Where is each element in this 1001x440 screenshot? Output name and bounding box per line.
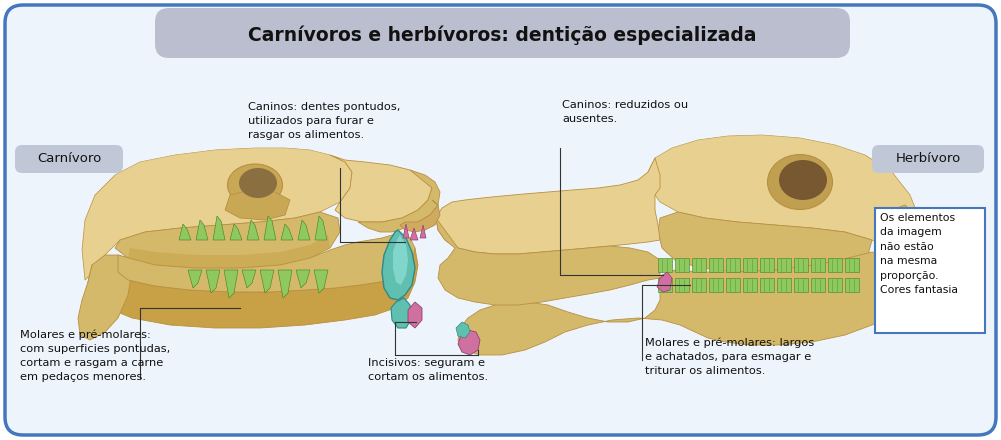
Text: Caninos: dentes pontudos,
utilizados para furar e
rasgar os alimentos.: Caninos: dentes pontudos, utilizados par… xyxy=(248,102,400,140)
Polygon shape xyxy=(278,270,292,298)
Polygon shape xyxy=(811,278,825,292)
Polygon shape xyxy=(400,200,440,232)
Polygon shape xyxy=(391,298,412,328)
Polygon shape xyxy=(458,252,912,355)
Polygon shape xyxy=(456,322,470,338)
Polygon shape xyxy=(115,212,340,268)
Ellipse shape xyxy=(239,168,277,198)
Polygon shape xyxy=(206,270,220,293)
Polygon shape xyxy=(845,258,859,272)
Polygon shape xyxy=(743,278,757,292)
FancyBboxPatch shape xyxy=(872,145,984,173)
FancyBboxPatch shape xyxy=(155,8,850,58)
Polygon shape xyxy=(296,270,310,288)
Text: Incisivos: seguram e
cortam os alimentos.: Incisivos: seguram e cortam os alimentos… xyxy=(368,358,488,382)
Text: Carnívoros e herbívoros: dentição especializada: Carnívoros e herbívoros: dentição especi… xyxy=(248,25,756,45)
Text: Herbívoro: Herbívoro xyxy=(895,153,961,165)
Polygon shape xyxy=(658,278,672,292)
Polygon shape xyxy=(726,278,740,292)
Polygon shape xyxy=(709,278,723,292)
Polygon shape xyxy=(225,190,290,220)
Polygon shape xyxy=(196,220,208,240)
Text: Os elementos
da imagem
não estão
na mesma
proporção.
Cores fantasia: Os elementos da imagem não estão na mesm… xyxy=(880,213,958,295)
Ellipse shape xyxy=(227,164,282,206)
Polygon shape xyxy=(675,278,689,292)
Polygon shape xyxy=(828,278,842,292)
Polygon shape xyxy=(458,330,480,355)
Polygon shape xyxy=(281,224,293,240)
Polygon shape xyxy=(393,235,408,285)
Polygon shape xyxy=(88,248,418,328)
Polygon shape xyxy=(655,135,865,182)
Polygon shape xyxy=(726,258,740,272)
Polygon shape xyxy=(777,258,791,272)
Polygon shape xyxy=(743,258,757,272)
FancyBboxPatch shape xyxy=(15,145,123,173)
Polygon shape xyxy=(382,230,415,300)
Polygon shape xyxy=(675,258,689,272)
Polygon shape xyxy=(358,170,440,232)
Polygon shape xyxy=(242,270,256,288)
Text: Carnívoro: Carnívoro xyxy=(37,153,101,165)
Polygon shape xyxy=(115,148,345,195)
Polygon shape xyxy=(128,235,330,268)
Polygon shape xyxy=(314,270,328,293)
Polygon shape xyxy=(657,272,672,292)
Polygon shape xyxy=(298,220,310,240)
Polygon shape xyxy=(658,258,672,272)
Polygon shape xyxy=(794,258,808,272)
Polygon shape xyxy=(82,148,352,280)
FancyBboxPatch shape xyxy=(875,208,985,333)
Polygon shape xyxy=(78,255,132,340)
Polygon shape xyxy=(260,270,274,293)
Polygon shape xyxy=(811,258,825,272)
Text: Caninos: reduzidos ou
ausentes.: Caninos: reduzidos ou ausentes. xyxy=(562,100,688,124)
Polygon shape xyxy=(213,216,225,240)
Polygon shape xyxy=(230,224,242,240)
Polygon shape xyxy=(828,258,842,272)
Polygon shape xyxy=(179,224,191,240)
FancyBboxPatch shape xyxy=(5,5,996,435)
Polygon shape xyxy=(648,135,922,272)
Polygon shape xyxy=(845,278,859,292)
Polygon shape xyxy=(264,216,276,240)
Polygon shape xyxy=(403,224,409,238)
Polygon shape xyxy=(330,155,432,222)
Polygon shape xyxy=(692,278,706,292)
Ellipse shape xyxy=(779,160,827,200)
Polygon shape xyxy=(315,216,327,240)
Polygon shape xyxy=(436,158,660,254)
Polygon shape xyxy=(709,258,723,272)
Polygon shape xyxy=(760,258,774,272)
Polygon shape xyxy=(794,278,808,292)
Polygon shape xyxy=(410,228,418,240)
Polygon shape xyxy=(436,218,660,305)
Polygon shape xyxy=(658,212,872,275)
Polygon shape xyxy=(118,235,415,292)
Polygon shape xyxy=(247,220,259,240)
Ellipse shape xyxy=(768,154,833,209)
Polygon shape xyxy=(408,302,422,328)
Polygon shape xyxy=(760,278,774,292)
Polygon shape xyxy=(224,270,238,298)
Polygon shape xyxy=(777,278,791,292)
Text: Molares e pré-molares: largos
e achatados, para esmagar e
triturar os alimentos.: Molares e pré-molares: largos e achatado… xyxy=(645,338,814,377)
Polygon shape xyxy=(878,205,922,288)
Polygon shape xyxy=(692,258,706,272)
Polygon shape xyxy=(420,225,426,238)
Text: Molares e pré-molares:
com superficies pontudas,
cortam e rasgam a carne
em peda: Molares e pré-molares: com superficies p… xyxy=(20,330,170,382)
Polygon shape xyxy=(188,270,202,288)
